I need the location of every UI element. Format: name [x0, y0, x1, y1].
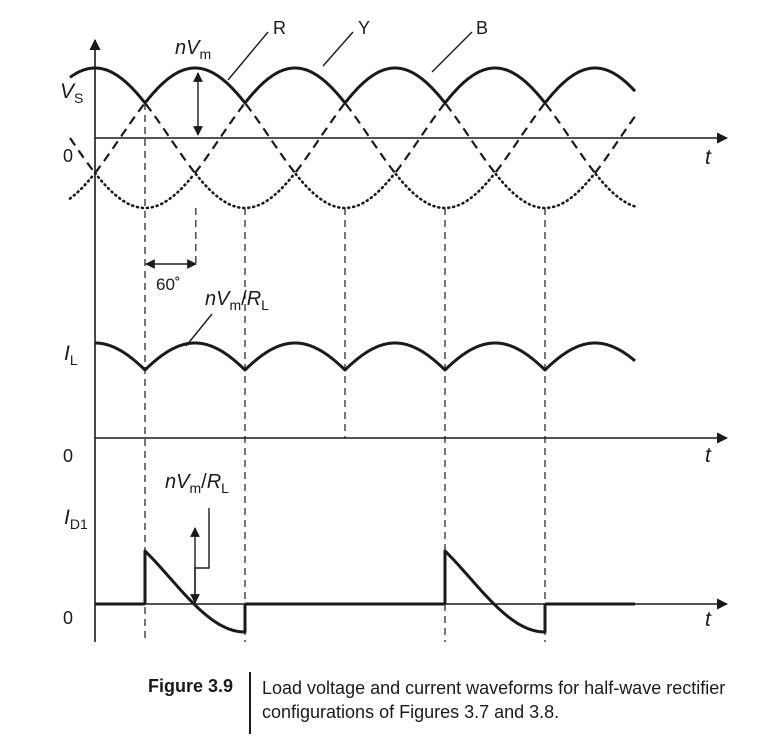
phase-B-dashed-segment — [69, 103, 546, 174]
il-label: IL — [64, 342, 78, 368]
phase-R-leader — [227, 31, 269, 81]
phase-Y-leader — [322, 31, 354, 67]
phase-R-dotted-segment — [194, 171, 596, 210]
diode-peak-marker — [194, 508, 210, 604]
vs-label: VS — [60, 80, 83, 106]
il-peak-leader — [185, 313, 213, 347]
il-peak-label: nVm/RL — [205, 288, 269, 313]
vs-origin-label: 0 — [63, 146, 73, 166]
id1-origin-label: 0 — [63, 608, 73, 628]
phase-B-dotted-segment — [93, 171, 497, 210]
il-t-label: t — [705, 444, 712, 467]
figure-number: Figure 3.9 — [147, 676, 233, 696]
id1-t-label: t — [705, 608, 712, 631]
id1-peak-label: nVm/RL — [165, 471, 229, 496]
caption-text: Load voltage and current waveforms for h… — [262, 678, 726, 722]
phase-Y-dotted-segment — [68, 171, 637, 210]
vs-t-label: t — [705, 146, 712, 169]
vs-rectified-envelope — [69, 66, 637, 105]
caption-divider — [249, 672, 251, 734]
phase-B-label: B — [476, 18, 488, 38]
phase-B-leader — [431, 31, 473, 73]
phase-Y-label: Y — [358, 18, 370, 38]
diode-current-pulse-2 — [443, 549, 547, 634]
il-origin-label: 0 — [63, 446, 73, 466]
id1-label: ID1 — [64, 506, 88, 532]
load-current-waveform — [94, 341, 636, 372]
figure-caption: Figure 3.9 Load voltage and current wave… — [0, 672, 779, 742]
phase-R-label: R — [273, 18, 286, 38]
angle-label: 60˚ — [156, 275, 181, 294]
peak-voltage-label: nVm — [175, 37, 211, 62]
diode-current-pulse-1 — [143, 549, 247, 634]
rectifier-waveform-figure: VS IL ID1 0 0 0 t t t R Y B nVm nVm/RL n… — [60, 18, 729, 642]
